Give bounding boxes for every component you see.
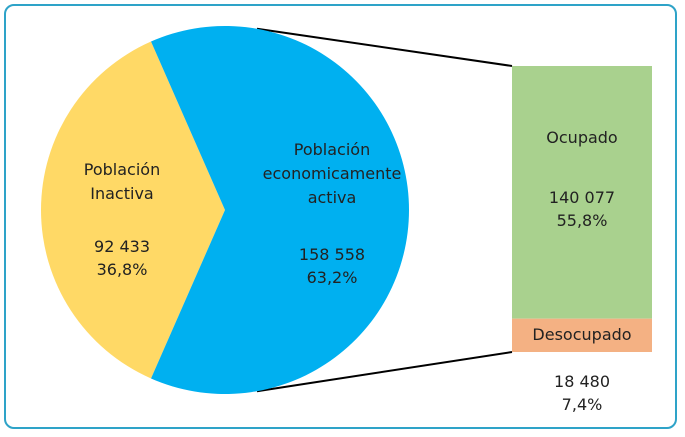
bar-label: Desocupado bbox=[532, 325, 632, 345]
pie-label: Población Inactiva bbox=[83, 160, 161, 203]
bar-segment bbox=[512, 318, 652, 352]
connector bbox=[256, 27, 513, 67]
connector bbox=[256, 351, 513, 393]
bar-percent-label: 55,8% bbox=[556, 211, 608, 230]
pie-slice bbox=[40, 41, 225, 379]
bar-label: Ocupado bbox=[546, 128, 618, 147]
pie-percent-label: 63,2% bbox=[306, 268, 358, 287]
bar-value-label: 18 480 bbox=[554, 372, 610, 391]
pie-value-label: 92 433 bbox=[94, 237, 150, 256]
pie-label: Población economicamente activa bbox=[262, 140, 402, 207]
bar-value-label: 140 077 bbox=[548, 188, 616, 207]
pie-value-label: 158 558 bbox=[298, 245, 366, 264]
bar-segment bbox=[512, 66, 652, 319]
frame bbox=[4, 4, 677, 429]
bar-percent-label: 7,4% bbox=[561, 395, 603, 414]
pie-slice bbox=[151, 26, 410, 395]
pie-percent-label: 36,8% bbox=[96, 260, 148, 279]
